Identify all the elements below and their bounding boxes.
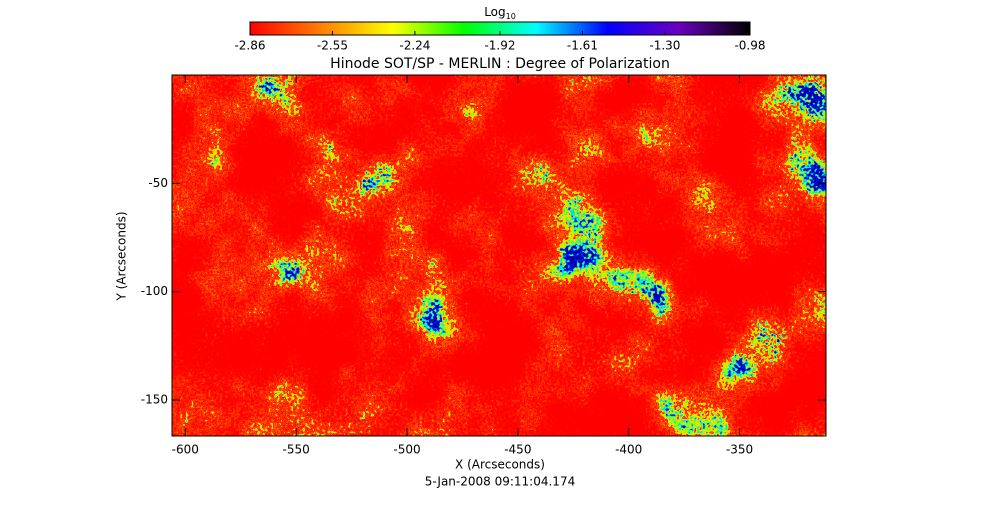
x-axis-label: X (Arcseconds): [455, 458, 545, 472]
colorbar-label-text: Log: [484, 5, 505, 19]
y-tick-label: -150: [141, 393, 168, 407]
plot-frame: [171, 74, 827, 437]
colorbar-label: Log10: [484, 5, 516, 21]
colorbar-tick-label: -1.61: [567, 39, 598, 53]
colorbar-label-subscript: 10: [506, 12, 516, 21]
colorbar-tick-label: -1.30: [649, 39, 680, 53]
colorbar-tick-label: -2.55: [317, 39, 348, 53]
chart-title: Hinode SOT/SP - MERLIN : Degree of Polar…: [330, 56, 670, 72]
x-tick-label: -550: [283, 443, 310, 457]
colorbar-tick-label: -2.86: [234, 39, 265, 53]
x-tick-label: -600: [172, 443, 199, 457]
x-tick-label: -450: [504, 443, 531, 457]
footer-date: 5-Jan-2008 09:11:04.174: [425, 475, 575, 489]
x-tick-label: -400: [615, 443, 642, 457]
x-tick-label: -350: [726, 443, 753, 457]
heatmap-image: [172, 75, 826, 436]
colorbar-tick-label: -0.98: [734, 39, 765, 53]
x-tick-label: -500: [393, 443, 420, 457]
y-axis-label: Y (Arcseconds): [115, 211, 129, 301]
colorbar-tick-label: -1.92: [484, 39, 515, 53]
y-tick-label: -100: [141, 284, 168, 298]
y-tick-label: -50: [148, 176, 168, 190]
colorbar-tick-label: -2.24: [399, 39, 430, 53]
